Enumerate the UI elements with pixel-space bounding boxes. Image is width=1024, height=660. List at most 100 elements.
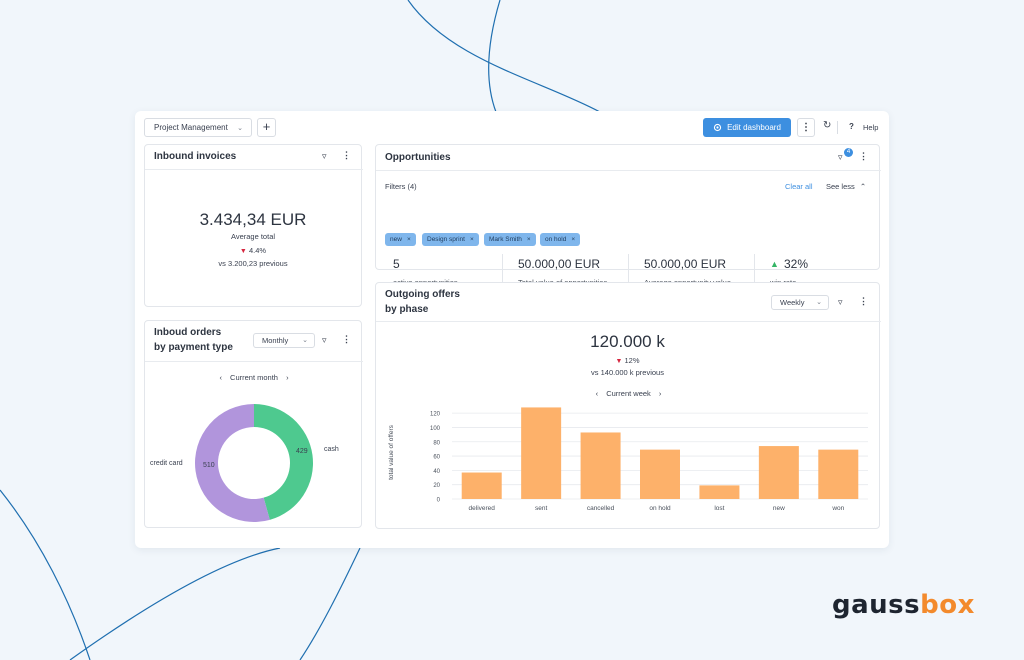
y-tick-label: 80 [433, 440, 440, 446]
y-tick-label: 0 [437, 498, 441, 504]
y-tick-label: 120 [430, 412, 441, 418]
bar-on-hold [640, 449, 680, 499]
down-arrow-icon: ▼ [615, 358, 623, 365]
bar-cancelled [580, 432, 621, 499]
offers-bar-chart: 0 20 40 60 80 100 120 delivered sent cancelled on … [388, 407, 868, 512]
add-dashboard-button[interactable]: + [257, 118, 276, 137]
payment-type-donut: 429 510 cash credit card [150, 404, 339, 522]
project-select-label: Project Management [154, 123, 228, 132]
stat-value: 50.000,00 EUR [518, 257, 601, 271]
help-link[interactable]: Help [863, 123, 879, 132]
delta-row: ▼ 4.4% [145, 246, 361, 255]
average-total-caption: Average total [230, 232, 276, 241]
outgoing-offers-card: Outgoing offers by phase Weekly ⌄ ▿ ⋮ 12… [375, 282, 881, 529]
inbound-orders-card: Inboud orders by payment type Monthly ⌄ … [144, 320, 363, 528]
filter-chip[interactable]: new × [385, 233, 416, 246]
donut-slice-cash [254, 404, 313, 520]
help-icon[interactable]: ? [849, 122, 854, 131]
close-icon[interactable]: × [406, 236, 411, 243]
bar-sent [521, 407, 562, 499]
up-arrow-icon: ▲ [770, 259, 779, 269]
delta-value: 12% [624, 356, 640, 365]
chevron-right-icon[interactable]: › [658, 389, 662, 398]
month-navigator: ‹ Current month › [145, 373, 363, 382]
chevron-right-icon[interactable]: › [286, 373, 289, 382]
kebab-menu-icon[interactable]: ⋮ [797, 118, 815, 137]
card-title-line2: by phase [385, 304, 429, 315]
divider [376, 321, 881, 322]
kebab-menu-icon[interactable]: ⋮ [859, 296, 868, 306]
divider [502, 254, 503, 294]
period-select[interactable]: Weekly ⌄ [771, 295, 829, 310]
kebab-menu-icon[interactable]: ⋮ [859, 151, 868, 161]
average-total-value: 3.434,34 EUR [199, 210, 307, 229]
gear-icon [713, 123, 722, 132]
logo-text-gauss: gauss [832, 590, 921, 620]
divider [837, 121, 838, 134]
previous-value: vs 140.000 k previous [591, 368, 664, 377]
donut-value-credit-card: 510 [203, 462, 215, 469]
card-title-line1: Inboud orders [154, 327, 222, 338]
delta-value: 4.4% [248, 246, 267, 255]
chevron-up-icon: ⌃ [859, 182, 867, 191]
y-tick-label: 40 [433, 469, 440, 475]
filter-chip[interactable]: on hold × [540, 233, 581, 246]
filter-chip-label: new [390, 236, 402, 243]
divider [145, 361, 363, 362]
filters-label: Filters (4) [385, 182, 417, 191]
current-week-label: Current week [606, 389, 651, 398]
filter-chip[interactable]: Mark Smith × [484, 233, 536, 246]
close-icon[interactable]: × [526, 236, 531, 243]
donut-label-cash: cash [324, 446, 339, 453]
filter-icon[interactable]: ▿ [838, 152, 843, 162]
filter-count-badge: 4 [844, 148, 853, 157]
opportunities-card: Opportunities ▿ 4 ⋮ Filters (4) Clear al… [375, 144, 881, 294]
filter-chip-label: Mark Smith [489, 236, 522, 243]
current-month-label: Current month [230, 373, 278, 382]
kebab-menu-icon[interactable]: ⋮ [342, 334, 351, 344]
down-arrow-icon: ▼ [239, 248, 247, 255]
filter-icon[interactable]: ▿ [322, 335, 327, 345]
x-tick-label: new [773, 505, 785, 512]
project-select[interactable]: Project Management ⌄ [144, 118, 252, 137]
bar-lost [699, 485, 740, 499]
x-tick-label: on hold [649, 505, 671, 512]
card-title: Inboud orders by payment type [154, 325, 233, 355]
x-tick-label: cancelled [587, 505, 615, 512]
week-navigator: ‹ Current week › [376, 389, 881, 398]
chevron-left-icon[interactable]: ‹ [219, 373, 222, 382]
gaussbox-logo: gaussbox [832, 590, 975, 620]
toolbar: Project Management ⌄ + Edit dashboard ⋮ … [135, 111, 889, 143]
offers-total-value: 120.000 k [590, 332, 665, 351]
edit-dashboard-label: Edit dashboard [727, 123, 781, 132]
close-icon[interactable]: × [571, 236, 576, 243]
x-tick-label: won [831, 505, 844, 512]
chevron-down-icon: ⌄ [302, 337, 308, 344]
kebab-menu-icon[interactable]: ⋮ [342, 150, 351, 160]
see-less-toggle[interactable]: See less ⌃ [826, 182, 866, 191]
chevron-left-icon[interactable]: ‹ [595, 389, 599, 398]
edit-dashboard-button[interactable]: Edit dashboard [703, 118, 791, 137]
dashboard-window: Project Management ⌄ + Edit dashboard ⋮ … [135, 111, 889, 548]
period-select[interactable]: Monthly ⌄ [253, 333, 315, 348]
logo-text-box: box [920, 590, 975, 620]
bar-new [758, 446, 799, 499]
y-axis-label: total value of offers [388, 424, 395, 480]
filter-chip[interactable]: Design sprint × [422, 233, 479, 246]
card-title: Opportunities [385, 152, 451, 163]
chevron-down-icon: ⌄ [816, 299, 822, 306]
x-tick-label: delivered [469, 505, 496, 512]
donut-slice-credit-card [194, 404, 270, 522]
filter-icon[interactable]: ▿ [838, 297, 843, 307]
refresh-icon[interactable]: ↻ [823, 120, 832, 131]
clear-all-link[interactable]: Clear all [785, 182, 813, 191]
close-icon[interactable]: × [469, 236, 474, 243]
see-less-label: See less [826, 182, 855, 191]
card-title-line1: Outgoing offers [385, 289, 460, 300]
filter-icon[interactable]: ▿ [322, 151, 327, 161]
donut-value-cash: 429 [296, 448, 308, 455]
stat-value: 32% [784, 257, 809, 271]
x-tick-label: sent [535, 505, 547, 512]
divider [628, 254, 629, 294]
period-select-label: Monthly [262, 336, 289, 345]
